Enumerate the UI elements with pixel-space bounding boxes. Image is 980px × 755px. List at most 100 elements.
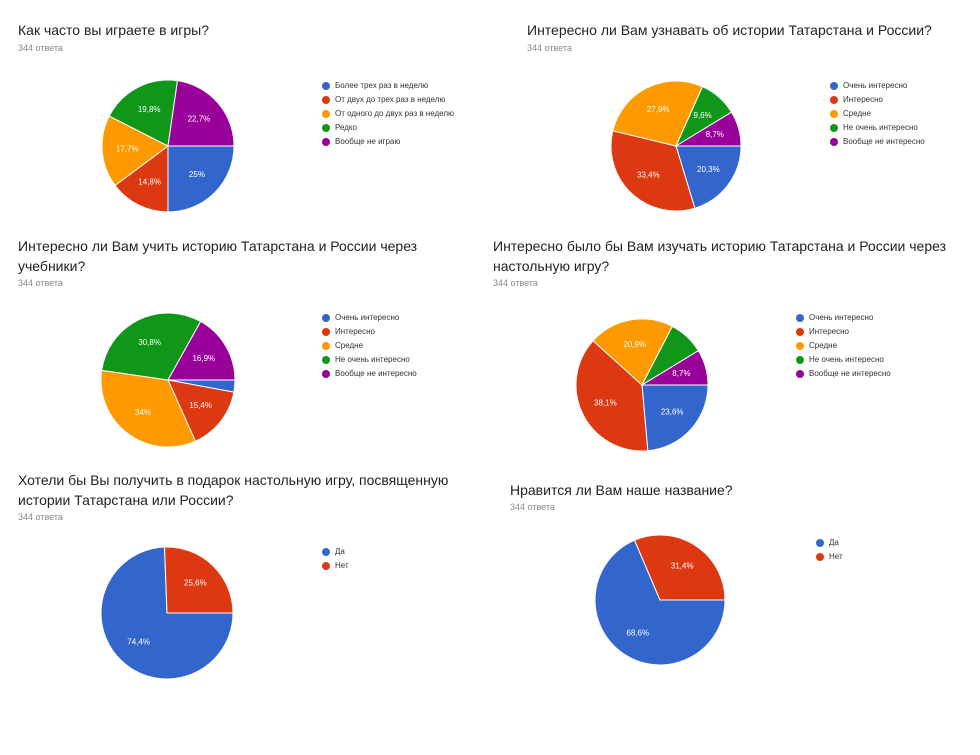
slice-label: 30,8% xyxy=(138,338,161,347)
legend-label: Интересно xyxy=(335,327,376,336)
pie-slice xyxy=(100,546,234,680)
legend-marker xyxy=(322,314,330,322)
legend-marker xyxy=(796,356,804,364)
legend-marker xyxy=(322,370,330,378)
legend-marker xyxy=(322,138,330,146)
pie-slice xyxy=(610,130,696,212)
legend-marker xyxy=(796,328,804,336)
slice-label: 25,6% xyxy=(184,579,207,588)
chart-title: Хотели бы Вы получить в подарок настольн… xyxy=(18,472,449,508)
pie-slice xyxy=(167,145,235,213)
legend-label: От двух до трех раз в неделю xyxy=(335,95,445,104)
legend-marker xyxy=(830,124,838,132)
legend-marker xyxy=(816,539,824,547)
legend-marker xyxy=(322,110,330,118)
legend-marker xyxy=(322,96,330,104)
chart-title: Интересно ли Вам узнавать об истории Тат… xyxy=(527,22,932,38)
legend-label: Очень интересно xyxy=(809,313,874,322)
pie-slice xyxy=(167,80,235,147)
legend-label: От одного до двух раз в неделю xyxy=(335,109,454,118)
slice-label: 27,9% xyxy=(647,105,670,114)
legend-label: Да xyxy=(335,547,345,556)
slice-label: 20,9% xyxy=(623,340,646,349)
chart-title: Нравится ли Вам наше название? xyxy=(510,482,733,498)
legend-marker xyxy=(322,124,330,132)
slice-label: 23,6% xyxy=(661,408,684,417)
legend-marker xyxy=(796,314,804,322)
legend-marker xyxy=(816,553,824,561)
chart-subtitle: 344 ответа xyxy=(493,278,538,288)
legend-marker xyxy=(830,96,838,104)
pie-slice xyxy=(100,369,197,448)
legend-label: Нет xyxy=(335,561,349,570)
legend-label: Очень интересно xyxy=(843,81,908,90)
legend-marker xyxy=(830,82,838,90)
pie-slice xyxy=(108,79,179,147)
slice-label: 68,6% xyxy=(626,629,649,638)
pie-slice xyxy=(594,539,726,666)
legend-label: Редко xyxy=(335,123,358,132)
pie-slice xyxy=(163,546,234,614)
pie-slice xyxy=(575,340,649,452)
chart-title: Интересно ли Вам учить историю Татарстан… xyxy=(18,238,418,274)
slice-label: 17,7% xyxy=(116,145,139,154)
chart-title: Интересно было бы Вам изучать историю Та… xyxy=(493,238,947,274)
legend-marker xyxy=(322,342,330,350)
pie-slice xyxy=(640,350,709,386)
slice-label: 9,6% xyxy=(694,111,712,120)
legend-label: Нет xyxy=(829,552,843,561)
legend-marker xyxy=(322,356,330,364)
slice-label: 74,4% xyxy=(127,638,150,647)
legend-marker xyxy=(322,562,330,570)
legend-label: Средне xyxy=(809,341,838,350)
slice-label: 16,9% xyxy=(192,354,215,363)
slice-label: 25% xyxy=(189,170,205,179)
legend-label: Средне xyxy=(335,341,364,350)
legend-marker xyxy=(830,138,838,146)
pie-slice xyxy=(612,80,704,147)
legend-marker xyxy=(322,82,330,90)
pie-slice xyxy=(675,145,742,209)
chart-subtitle: 344 ответа xyxy=(18,43,63,53)
pie-slice xyxy=(167,379,235,442)
slice-label: 15,4% xyxy=(189,401,212,410)
pie-slice xyxy=(633,534,726,601)
legend-label: Вообще не интересно xyxy=(335,369,417,378)
slice-label: 8,7% xyxy=(706,130,724,139)
legend-label: Да xyxy=(829,538,839,547)
legend-marker xyxy=(322,548,330,556)
slice-label: 19,8% xyxy=(138,105,161,114)
chart-title: Как часто вы играете в игры? xyxy=(18,22,209,38)
pie-slice xyxy=(101,312,202,381)
slice-label: 20,3% xyxy=(697,165,720,174)
legend-label: Интересно xyxy=(843,95,884,104)
legend-marker xyxy=(322,328,330,336)
legend-marker xyxy=(796,370,804,378)
slice-label: 31,4% xyxy=(671,561,694,570)
legend-label: Не очень интересно xyxy=(843,123,918,132)
chart-subtitle: 344 ответа xyxy=(18,278,63,288)
legend-marker xyxy=(830,110,838,118)
legend-label: Вообще не интересно xyxy=(809,369,891,378)
legend-label: Вообще не интересно xyxy=(843,137,925,146)
pie-slice xyxy=(641,384,709,452)
slice-label: 22,7% xyxy=(188,114,211,123)
slice-label: 34% xyxy=(135,408,151,417)
legend-label: Не очень интересно xyxy=(335,355,410,364)
pie-slice xyxy=(592,318,674,386)
chart-subtitle: 344 ответа xyxy=(18,512,63,522)
pie-slice xyxy=(114,145,169,213)
legend-label: Средне xyxy=(843,109,872,118)
legend-label: Вообще не играю xyxy=(335,137,400,146)
legend-marker xyxy=(796,342,804,350)
slice-label: 8,7% xyxy=(672,369,690,378)
slice-label: 33,4% xyxy=(637,170,660,179)
legend-label: Более трех раз в неделю xyxy=(335,81,428,90)
pie-slice xyxy=(101,115,169,187)
chart-subtitle: 344 ответа xyxy=(527,43,572,53)
legend-label: Интересно xyxy=(809,327,850,336)
slice-label: 38,1% xyxy=(594,398,617,407)
legend-label: Не очень интересно xyxy=(809,355,884,364)
